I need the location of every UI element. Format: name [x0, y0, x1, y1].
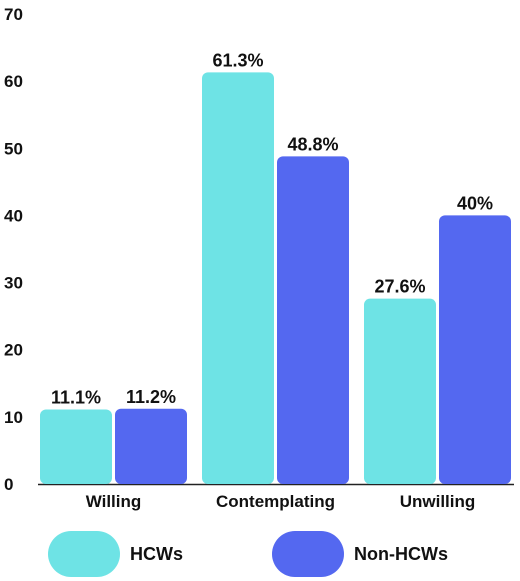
x-category-label: Unwilling [400, 492, 476, 511]
y-tick-label: 10 [4, 408, 23, 427]
y-tick-label: 70 [4, 5, 23, 24]
bar-non-hcws-unwilling [439, 215, 511, 484]
data-label: 40% [457, 193, 493, 213]
category-labels: Willing Contemplating Unwilling [86, 492, 476, 511]
bar-chart: 0 10 20 30 40 50 60 70 11.1% 11.2% 61.3% 48.8% 27.6… [4, 5, 514, 511]
y-tick-label: 20 [4, 341, 23, 360]
bars-group: 11.1% 11.2% 61.3% 48.8% 27.6% 40% [40, 50, 511, 485]
data-label: 27.6% [374, 277, 425, 297]
y-tick-label: 50 [4, 139, 23, 158]
data-label: 48.8% [287, 134, 338, 154]
data-label: 61.3% [212, 50, 263, 70]
y-tick-label: 30 [4, 274, 23, 293]
bar-hcws-contemplating [202, 72, 274, 485]
legend-swatch-hcws [48, 531, 120, 577]
legend-item-hcws: HCWs [48, 528, 183, 580]
legend-label-hcws: HCWs [130, 543, 183, 564]
y-tick-label: 0 [4, 475, 13, 494]
bar-hcws-willing [40, 409, 112, 484]
x-category-label: Willing [86, 492, 142, 511]
data-label: 11.2% [126, 387, 176, 407]
legend-label-non-hcws: Non-HCWs [354, 543, 448, 564]
bar-non-hcws-willing [115, 408, 187, 484]
bar-hcws-unwilling [364, 298, 436, 484]
y-tick-label: 60 [4, 72, 23, 91]
legend-item-non-hcws: Non-HCWs [272, 528, 448, 580]
x-category-label: Contemplating [216, 492, 335, 511]
legend-swatch-non-hcws [272, 531, 344, 577]
y-axis: 0 10 20 30 40 50 60 70 [4, 5, 23, 494]
data-label: 11.1% [51, 387, 101, 407]
bar-non-hcws-contemplating [277, 156, 349, 485]
y-tick-label: 40 [4, 206, 23, 225]
